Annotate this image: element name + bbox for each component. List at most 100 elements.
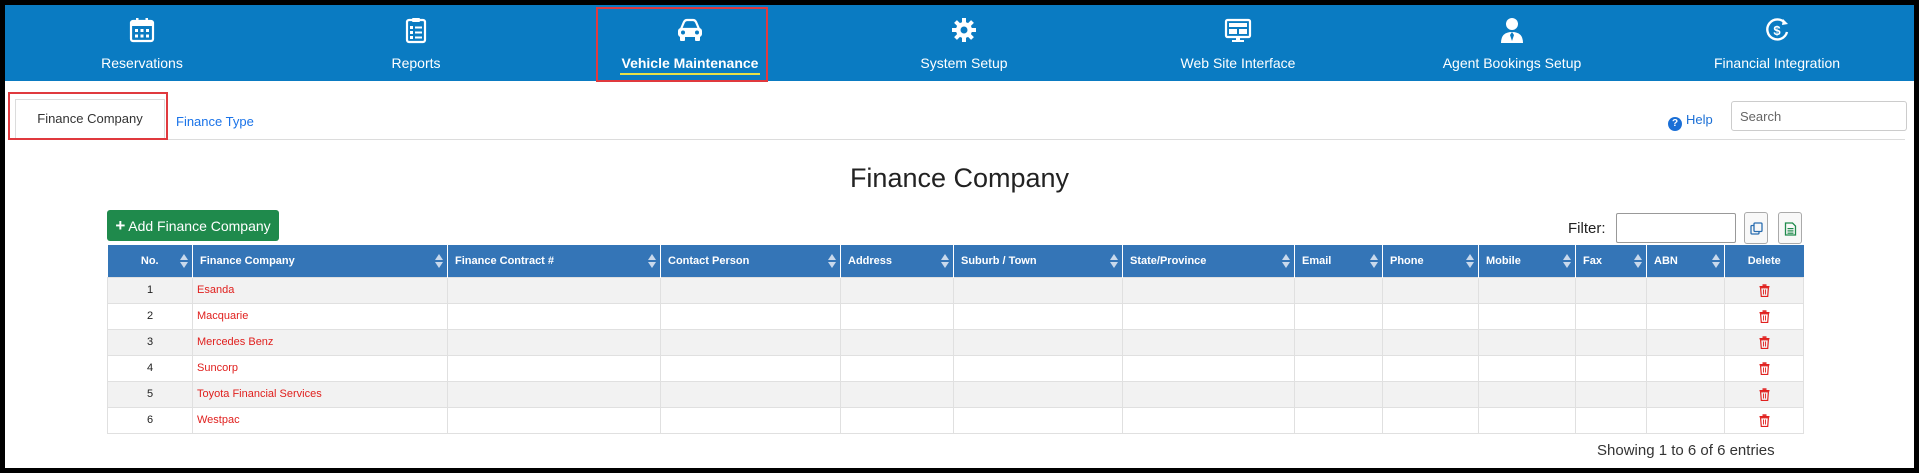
- table-body: 1 Esanda 2 Macquarie 3 Mercedes Benz 4 Suncorp 5…: [107, 276, 1804, 434]
- column-header[interactable]: Suburb / Town: [953, 245, 1123, 277]
- nav-vehicle-maintenance[interactable]: Vehicle Maintenance: [553, 5, 827, 81]
- search-input[interactable]: [1731, 101, 1907, 131]
- finance-company-name[interactable]: Esanda: [192, 276, 448, 304]
- filter-label: Filter:: [1568, 220, 1606, 237]
- table-header-row: No. Finance Company Finance Contract # Cont…: [107, 245, 1804, 277]
- tab-highlight-box: [8, 92, 168, 140]
- nav-label: System Setup: [920, 55, 1008, 71]
- column-header-label: Fax: [1583, 254, 1602, 267]
- trash-icon[interactable]: [1759, 387, 1770, 401]
- column-header[interactable]: Contact Person: [660, 245, 841, 277]
- car-icon: [678, 18, 702, 41]
- column-header-label: No.: [140, 254, 159, 267]
- nav-financial-integration[interactable]: $ Financial Integration: [1640, 5, 1914, 81]
- nav-label: Reservations: [101, 55, 183, 71]
- trash-icon[interactable]: [1759, 283, 1770, 297]
- nav-label: Financial Integration: [1713, 55, 1841, 71]
- active-underline: [620, 73, 760, 75]
- column-header-label: Suburb / Town: [961, 254, 1037, 267]
- svg-text:$: $: [1773, 23, 1781, 38]
- tab-finance-company[interactable]: Finance Company: [15, 99, 165, 139]
- finance-company-name[interactable]: Macquarie: [192, 302, 448, 330]
- column-header-label: Finance Company: [200, 254, 295, 267]
- column-header[interactable]: Address: [840, 245, 954, 277]
- empty-cell: [840, 406, 954, 434]
- column-header[interactable]: Fax: [1575, 245, 1647, 277]
- column-header[interactable]: ABN: [1646, 245, 1725, 277]
- empty-cell: [1646, 328, 1725, 356]
- column-header[interactable]: Finance Contract #: [447, 245, 661, 277]
- empty-cell: [1382, 276, 1479, 304]
- empty-cell: [660, 276, 841, 304]
- delete-cell: [1724, 276, 1804, 304]
- tab-finance-type[interactable]: Finance Type: [176, 114, 254, 129]
- nav-reservations[interactable]: Reservations: [5, 5, 279, 81]
- empty-cell: [1122, 302, 1295, 330]
- sort-icon: [828, 254, 836, 268]
- nav-web-site-interface[interactable]: Web Site Interface: [1101, 5, 1375, 81]
- finance-company-name[interactable]: Westpac: [192, 406, 448, 434]
- empty-cell: [840, 302, 954, 330]
- copy-button[interactable]: [1744, 212, 1768, 244]
- finance-company-name[interactable]: Toyota Financial Services: [192, 380, 448, 408]
- column-header-label: ABN: [1654, 254, 1678, 267]
- column-header[interactable]: Mobile: [1478, 245, 1576, 277]
- column-header[interactable]: No.: [107, 245, 193, 277]
- empty-cell: [447, 276, 661, 304]
- trash-icon[interactable]: [1759, 413, 1770, 427]
- delete-cell: [1724, 406, 1804, 434]
- table-row: 1 Esanda: [107, 276, 1804, 304]
- column-header[interactable]: Email: [1294, 245, 1383, 277]
- nav-system-setup[interactable]: System Setup: [827, 5, 1101, 81]
- column-header[interactable]: State/Province: [1122, 245, 1295, 277]
- empty-cell: [1122, 380, 1295, 408]
- empty-cell: [1382, 380, 1479, 408]
- calendar-icon: [129, 18, 155, 43]
- empty-cell: [953, 380, 1123, 408]
- empty-cell: [1478, 380, 1576, 408]
- sort-icon: [180, 254, 188, 268]
- column-header[interactable]: Delete: [1724, 245, 1804, 277]
- top-navigation: Reservations Reports Vehicle Maintenanc: [5, 5, 1914, 82]
- empty-cell: [1646, 276, 1725, 304]
- empty-cell: [1294, 354, 1383, 382]
- column-header[interactable]: Phone: [1382, 245, 1479, 277]
- nav-label: Reports: [391, 55, 441, 71]
- nav-label: Web Site Interface: [1180, 55, 1296, 71]
- export-excel-button[interactable]: [1778, 212, 1802, 244]
- sort-icon: [1634, 254, 1642, 268]
- empty-cell: [447, 406, 661, 434]
- row-number: 3: [107, 328, 193, 356]
- sort-icon: [1563, 254, 1571, 268]
- sort-icon: [1370, 254, 1378, 268]
- filter-input[interactable]: [1616, 213, 1736, 243]
- add-button-label: Add Finance Company: [128, 218, 271, 234]
- empty-cell: [1478, 276, 1576, 304]
- plus-icon: +: [115, 216, 126, 235]
- empty-cell: [953, 302, 1123, 330]
- nav-reports[interactable]: Reports: [279, 5, 553, 81]
- sort-icon: [1282, 254, 1290, 268]
- sub-navigation: Finance Company Finance Type ? Help: [5, 81, 1914, 141]
- empty-cell: [1478, 354, 1576, 382]
- sort-icon: [1466, 254, 1474, 268]
- nav-label: Vehicle Maintenance: [621, 55, 759, 71]
- row-number: 1: [107, 276, 193, 304]
- add-finance-company-button[interactable]: + Add Finance Company: [107, 210, 279, 241]
- empty-cell: [660, 302, 841, 330]
- empty-cell: [840, 354, 954, 382]
- nav-agent-bookings-setup[interactable]: Agent Bookings Setup: [1375, 5, 1649, 81]
- finance-company-name[interactable]: Suncorp: [192, 354, 448, 382]
- column-header[interactable]: Finance Company: [192, 245, 448, 277]
- finance-company-name[interactable]: Mercedes Benz: [192, 328, 448, 356]
- trash-icon[interactable]: [1759, 335, 1770, 349]
- dollar-cycle-icon: $: [1766, 18, 1789, 41]
- trash-icon[interactable]: [1759, 309, 1770, 323]
- table-row: 6 Westpac: [107, 406, 1804, 434]
- table-row: 5 Toyota Financial Services: [107, 380, 1804, 408]
- empty-cell: [1646, 354, 1725, 382]
- trash-icon[interactable]: [1759, 361, 1770, 375]
- copy-icon: [1750, 222, 1763, 235]
- app-window: Reservations Reports Vehicle Maintenanc: [5, 5, 1914, 468]
- help-link[interactable]: ? Help: [1668, 112, 1713, 131]
